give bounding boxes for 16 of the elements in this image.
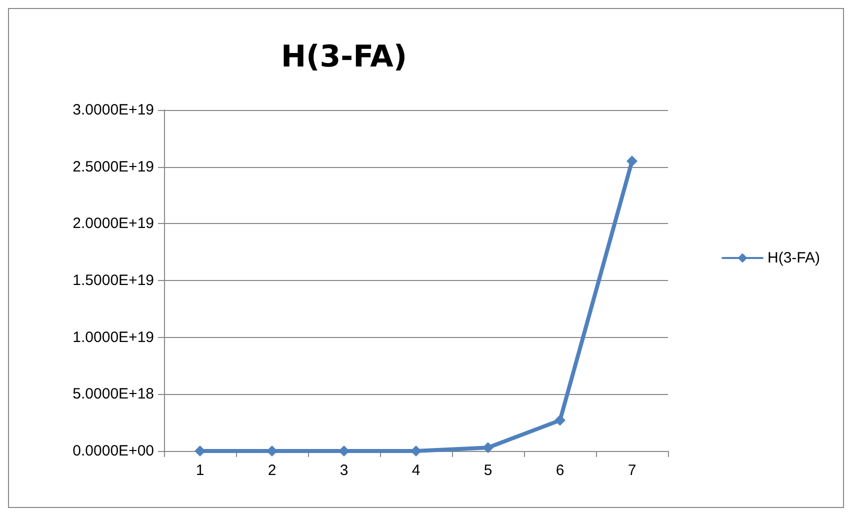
x-tick-label: 6 [556,462,564,479]
y-tick-label: 1.5000E+19 [72,272,154,289]
y-tick-label: 0.0000E+00 [72,442,154,460]
x-tick-label: 5 [484,462,492,479]
y-tick-label: 3.0000E+19 [72,102,154,118]
chart-title: H(3-FA) [280,40,408,74]
x-tick-label: 7 [628,462,636,479]
x-tick-label: 2 [268,462,276,479]
x-tick-label: 3 [340,462,348,479]
legend-label: H(3-FA) [768,250,820,266]
x-tick-label: 4 [412,462,420,479]
y-tick-label: 2.0000E+19 [72,215,154,232]
y-tick-label: 2.5000E+19 [72,158,154,176]
y-tick-label: 5.0000E+18 [72,386,154,403]
y-tick-label: 1.0000E+19 [72,328,154,346]
x-tick-label: 1 [196,462,204,479]
